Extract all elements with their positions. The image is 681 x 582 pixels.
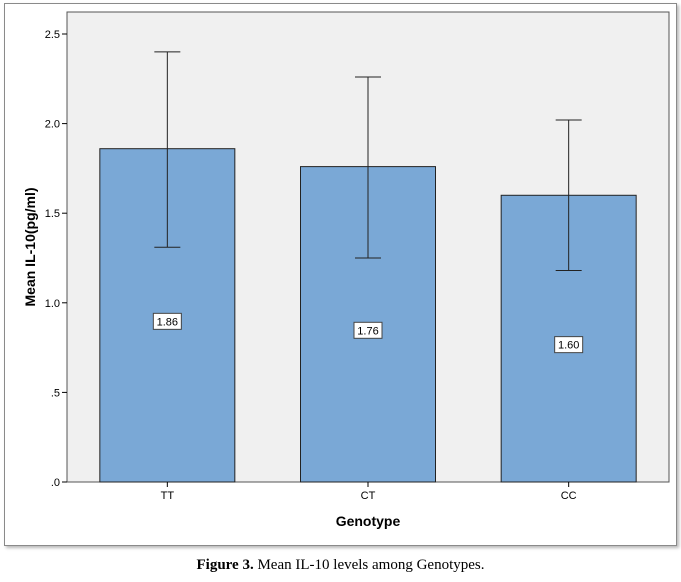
value-label-text: 1.76 [357,325,378,337]
x-tick-label: TT [161,490,175,502]
y-tick-label: .0 [51,477,60,489]
value-label-tt: 1.86 [152,312,182,330]
y-axis-title: Mean IL-10(pg/ml) [22,187,38,306]
x-tick-label: CC [561,490,577,502]
value-label-text: 1.86 [157,316,178,328]
value-label-cc: 1.60 [554,336,584,354]
y-tick-label: .5 [51,387,60,399]
y-tick-label: 1.0 [45,298,60,310]
x-axis-title: Genotype [336,513,401,529]
figure-number: Figure 3. [196,557,254,573]
y-tick-label: 2.0 [45,119,60,131]
x-tick-label: CT [361,490,376,502]
value-label-ct: 1.76 [353,321,383,339]
bar-chart: 1.86 1.76 1.60 .0 .5 1.0 1.5 2.0 2.5 TT CT CC Mean… [22,11,670,529]
y-tick-label: 1.5 [45,208,60,220]
value-label-text: 1.60 [558,340,579,352]
figure-caption: Figure 3. Mean IL-10 levels among Genoty… [0,557,681,574]
y-tick-label: 2.5 [45,29,60,41]
caption-text: Mean IL-10 levels among Genotypes. [253,557,485,573]
